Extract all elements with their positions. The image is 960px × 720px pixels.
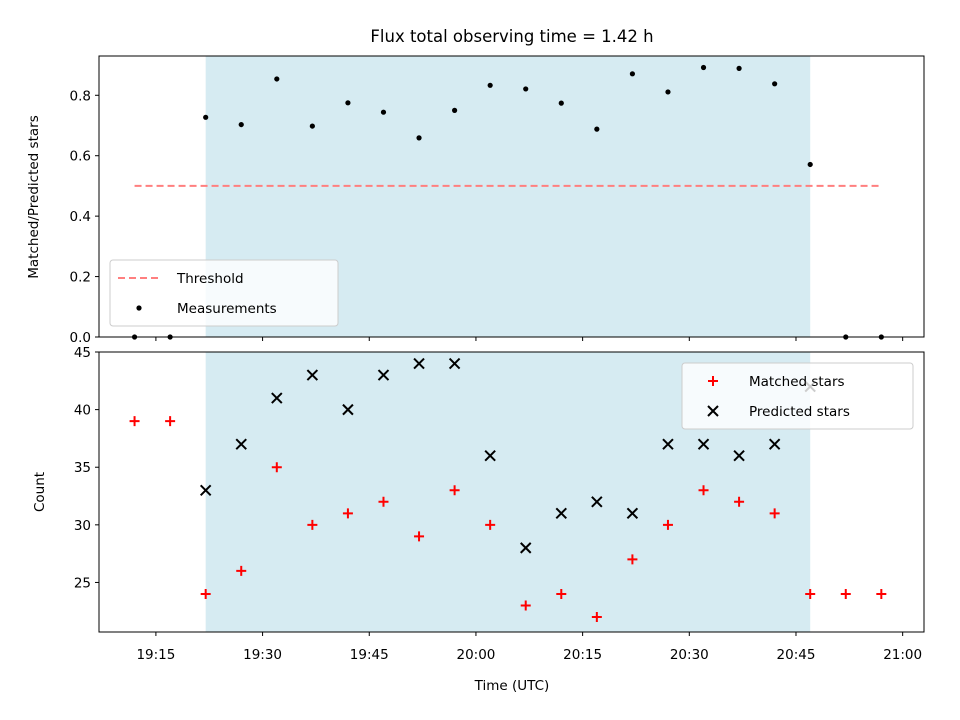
- bottom-panel-y-axis-label: Count: [32, 472, 48, 512]
- x-tick-label: 20:15: [563, 647, 602, 663]
- legend-label: Matched stars: [749, 374, 845, 390]
- bottom-panel-predicted-stars-point: [520, 542, 532, 554]
- x-axis-label: Time (UTC): [474, 678, 550, 694]
- x-tick-label: 19:45: [350, 647, 389, 663]
- top-panel-y-tick-label: 0.2: [70, 270, 91, 286]
- top-panel-measurements-point: [274, 76, 280, 82]
- top-panel-y-tick-label: 0.8: [70, 88, 91, 104]
- bottom-panel-matched-stars-point: [769, 508, 780, 519]
- bottom-panel-y-tick-label: 25: [74, 575, 91, 591]
- bottom-panel-predicted-stars-point: [733, 449, 745, 462]
- bottom-panel-matched-stars-point: [271, 462, 282, 473]
- bottom-panel-frame: [98, 351, 925, 633]
- bottom-panel-predicted-stars-point: [413, 357, 425, 370]
- top-panel-y-tick-label: 0.4: [70, 209, 91, 225]
- top-panel-frame: [98, 55, 925, 338]
- top-panel-measurements-point: [309, 123, 315, 129]
- bottom-panel-predicted-stars-point: [591, 496, 603, 508]
- x-tick-label: 19:15: [136, 647, 175, 663]
- bottom-panel-matched-stars-point: [698, 485, 709, 496]
- bottom-panel-matched-stars-point: [591, 612, 602, 623]
- bottom-panel-matched-stars-point: [200, 588, 211, 599]
- bottom-panel-predicted-stars-point: [342, 403, 354, 416]
- bottom-panel-predicted-stars-point: [626, 507, 639, 520]
- legend-label: Threshold: [176, 271, 244, 287]
- top-panel-measurements-point: [452, 107, 458, 113]
- top-panel-measurements-point: [665, 89, 671, 95]
- top-panel-measurements-point: [736, 65, 742, 71]
- top-panel-y-axis-label: Matched/Predicted stars: [26, 115, 42, 278]
- x-tick-label: 20:00: [456, 647, 495, 663]
- bottom-panel-matched-stars-point: [307, 519, 318, 530]
- bottom-panel-matched-stars-point: [840, 588, 851, 599]
- bottom-panel-predicted-stars-point: [235, 438, 247, 450]
- bottom-panel-y-tick-label: 35: [74, 460, 91, 476]
- bottom-panel-matched-stars-point: [342, 508, 353, 519]
- x-tick-label: 19:30: [243, 647, 282, 663]
- legend-measurements-swatch: [136, 305, 142, 311]
- legend-label: Measurements: [177, 301, 277, 317]
- top-panel-measurements-point: [380, 109, 387, 115]
- top-panel-measurements-point: [416, 135, 422, 141]
- bottom-panel-predicted-stars-point: [271, 392, 283, 404]
- x-tick-label: 20:30: [670, 647, 709, 663]
- bottom-panel-matched-stars-point: [627, 554, 638, 565]
- bottom-panel-predicted-stars-point: [768, 438, 781, 450]
- bottom-panel-predicted-stars-point: [448, 357, 461, 370]
- top-panel-y-tick-label: 0.6: [70, 149, 91, 165]
- legend-predicted-swatch: [707, 405, 719, 417]
- top-panel-legend: Threshold Measurements: [109, 259, 339, 327]
- bottom-panel-legend: Matched stars Predicted stars: [681, 362, 914, 430]
- top-panel-measurements-point: [345, 100, 351, 106]
- bottom-panel-matched-stars-point: [734, 496, 745, 507]
- bottom-panel-predicted-stars-point: [199, 484, 212, 496]
- top-panel-measurements-point: [807, 161, 813, 168]
- bottom-panel-y-tick-label: 40: [74, 403, 91, 419]
- bottom-panel-y-tick-label: 30: [74, 518, 91, 534]
- bottom-panel-matched-stars-point: [449, 485, 460, 496]
- bottom-panel-matched-stars-point: [414, 531, 425, 542]
- bottom-panel-matched-stars-point: [520, 600, 531, 611]
- bottom-panel-predicted-stars-point: [377, 369, 390, 381]
- bottom-panel-matched-stars-point: [662, 519, 673, 530]
- bottom-panel-matched-stars-point: [165, 416, 176, 427]
- bottom-panel-legend-box: [681, 362, 914, 430]
- legend-label: Predicted stars: [749, 404, 850, 420]
- top-panel-measurements-point: [487, 82, 493, 88]
- top-panel-legend-box: [109, 259, 339, 327]
- top-panel-measurements-point: [594, 126, 600, 132]
- top-panel-measurements-point: [558, 100, 564, 106]
- x-tick-label: 21:00: [883, 647, 922, 663]
- bottom-panel-predicted-stars-point: [662, 438, 674, 450]
- bottom-panel-y-tick-label: 45: [74, 345, 91, 361]
- top-panel-y-tick-label: 0.0: [70, 330, 91, 346]
- bottom-panel-predicted-stars-point: [697, 438, 710, 450]
- top-panel-measurements-point: [772, 81, 778, 87]
- bottom-panel-predicted-stars-point: [484, 449, 496, 462]
- bottom-panel-matched-stars-point: [129, 416, 140, 427]
- legend-matched-swatch: [708, 376, 718, 386]
- bottom-panel-predicted-stars-point: [555, 507, 567, 520]
- top-panel-measurements-point: [203, 114, 209, 120]
- bottom-panel-matched-stars-point: [876, 588, 887, 599]
- plot-layer: 0.0 0.2 0.4 0.6 0.8 Threshold Measurements 25 30…: [70, 55, 925, 663]
- top-panel-measurements-point: [629, 71, 636, 77]
- bottom-panel-matched-stars-point: [805, 588, 816, 599]
- bottom-panel-matched-stars-point: [378, 496, 389, 507]
- chart-title: Flux total observing time = 1.42 h: [370, 27, 653, 46]
- top-panel-measurements-point: [238, 121, 244, 128]
- top-panel-measurements-point: [700, 64, 707, 71]
- bottom-panel-matched-stars-point: [236, 565, 247, 576]
- x-tick-label: 20:45: [777, 647, 816, 663]
- bottom-panel-matched-stars-point: [485, 519, 496, 530]
- bottom-panel-predicted-stars-point: [306, 369, 319, 381]
- bottom-panel-matched-stars-point: [556, 588, 567, 599]
- top-panel-measurements-point: [523, 86, 529, 92]
